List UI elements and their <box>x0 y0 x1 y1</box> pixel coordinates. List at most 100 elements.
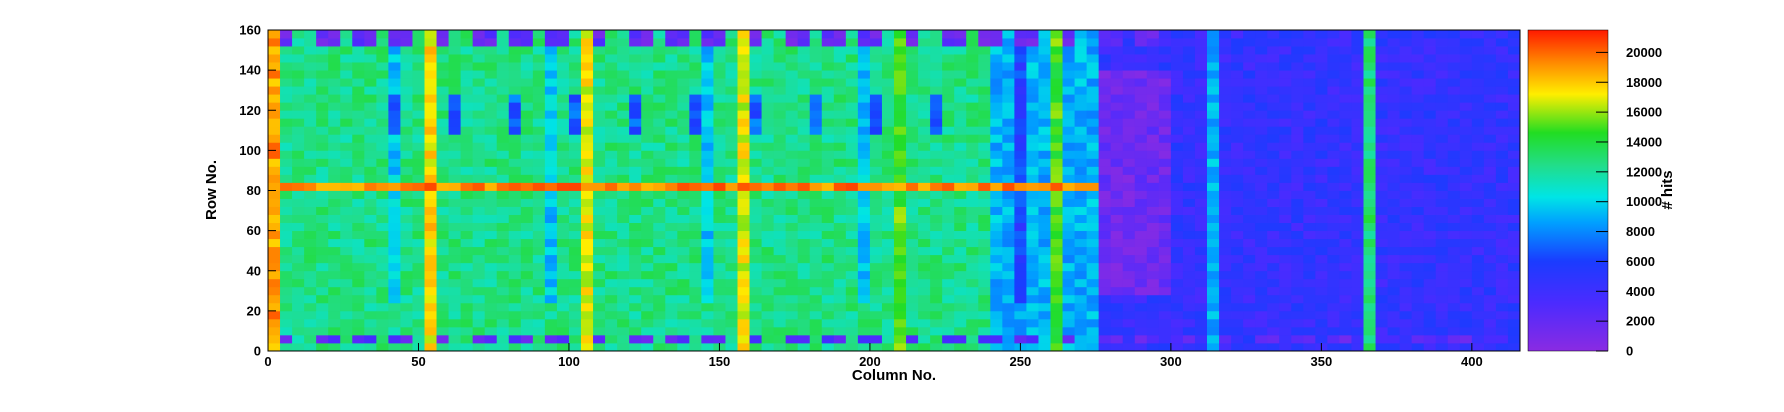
heatmap-cell <box>809 126 823 135</box>
heatmap-cell <box>1339 110 1352 119</box>
heatmap-cell <box>412 70 425 79</box>
heatmap-cell <box>797 94 811 103</box>
heatmap-cell <box>436 110 449 119</box>
heatmap-cell <box>869 150 883 159</box>
heatmap-cell <box>1098 110 1112 119</box>
heatmap-cell <box>376 166 389 175</box>
heatmap-cell <box>1194 214 1208 223</box>
heatmap-cell <box>845 94 859 103</box>
heatmap-cell <box>280 102 293 111</box>
heatmap-cell <box>1146 254 1160 264</box>
heatmap-cell <box>340 86 353 95</box>
heatmap-cell <box>556 342 570 352</box>
heatmap-cell <box>1002 278 1015 288</box>
heatmap-cell <box>532 270 546 280</box>
heatmap-cell <box>1267 38 1280 47</box>
heatmap-cell <box>1327 206 1340 215</box>
heatmap-cell <box>930 86 943 95</box>
heatmap-cell <box>544 158 558 167</box>
heatmap-cell <box>340 270 353 280</box>
heatmap-cell <box>918 174 931 183</box>
heatmap-cell <box>930 110 943 119</box>
heatmap-cell <box>605 174 618 183</box>
heatmap-cell <box>713 214 726 223</box>
heatmap-cell <box>1170 158 1184 167</box>
heatmap-cell <box>292 38 305 47</box>
heatmap-cell <box>1158 78 1172 87</box>
heatmap-cell <box>1002 294 1015 304</box>
heatmap-cell <box>1194 126 1208 135</box>
heatmap-cell <box>797 334 811 344</box>
heatmap-cell <box>1483 86 1497 95</box>
heatmap-cell <box>1411 70 1425 79</box>
heatmap-cell <box>1447 342 1461 352</box>
heatmap-cell <box>1435 262 1449 272</box>
heatmap-cell <box>942 182 955 191</box>
heatmap-cell <box>845 294 859 304</box>
heatmap-cell <box>436 206 449 215</box>
heatmap-cell <box>918 262 931 272</box>
heatmap-cell <box>869 46 883 55</box>
heatmap-cell <box>1255 62 1268 71</box>
heatmap-cell <box>1363 150 1376 159</box>
heatmap-cell <box>677 150 690 159</box>
heatmap-cell <box>930 294 943 304</box>
heatmap-cell <box>1026 102 1039 111</box>
heatmap-cell <box>1062 254 1075 264</box>
heatmap-cell <box>869 334 883 344</box>
heatmap-cell <box>1050 198 1063 207</box>
heatmap-cell <box>388 62 401 71</box>
heatmap-cell <box>629 206 642 215</box>
heatmap-cell <box>749 286 762 296</box>
heatmap-cell <box>701 134 714 143</box>
heatmap-cell <box>894 206 907 215</box>
heatmap-cell <box>304 302 317 312</box>
heatmap-cell <box>1279 46 1292 55</box>
heatmap-cell <box>1086 38 1100 47</box>
heatmap-cell <box>352 62 365 71</box>
heatmap-cell <box>412 262 425 272</box>
heatmap-cell <box>316 110 329 119</box>
heatmap-cell <box>713 254 726 264</box>
heatmap-cell <box>1375 190 1388 199</box>
heatmap-cell <box>653 278 666 288</box>
heatmap-cell <box>653 102 666 111</box>
y-tick-label: 80 <box>247 183 261 198</box>
heatmap-cell <box>918 246 931 256</box>
heatmap-cell <box>1062 294 1075 304</box>
heatmap-cell <box>556 86 570 95</box>
heatmap-cell <box>1279 238 1292 248</box>
heatmap-cell <box>352 310 365 320</box>
heatmap-cell <box>412 310 425 320</box>
heatmap-cell <box>496 174 510 183</box>
heatmap-cell <box>978 318 991 328</box>
heatmap-cell <box>954 102 967 111</box>
heatmap-cell <box>966 158 979 167</box>
heatmap-cell <box>1399 142 1413 151</box>
heatmap-cell <box>1098 222 1112 232</box>
heatmap-cell <box>496 158 510 167</box>
heatmap-cell <box>484 126 498 135</box>
heatmap-cell <box>1411 318 1425 328</box>
heatmap-cell <box>436 38 449 47</box>
heatmap-cell <box>1399 134 1413 143</box>
heatmap-cell <box>581 326 594 336</box>
heatmap-cell <box>749 206 762 215</box>
heatmap-cell <box>641 126 654 135</box>
heatmap-cell <box>641 134 654 143</box>
heatmap-cell <box>448 262 462 272</box>
heatmap-cell <box>304 62 317 71</box>
heatmap-cell <box>797 30 811 39</box>
heatmap-cell <box>1375 198 1388 207</box>
heatmap-cell <box>1267 302 1280 312</box>
heatmap-cell <box>316 254 329 264</box>
heatmap-cell <box>1026 334 1039 344</box>
heatmap-cell <box>761 342 775 352</box>
heatmap-cell <box>352 270 365 280</box>
heatmap-cell <box>1339 334 1352 344</box>
heatmap-cell <box>1170 254 1184 264</box>
heatmap-cell <box>1050 238 1063 248</box>
heatmap-cell <box>918 94 931 103</box>
heatmap-cell <box>1435 110 1449 119</box>
heatmap-cell <box>364 342 377 352</box>
